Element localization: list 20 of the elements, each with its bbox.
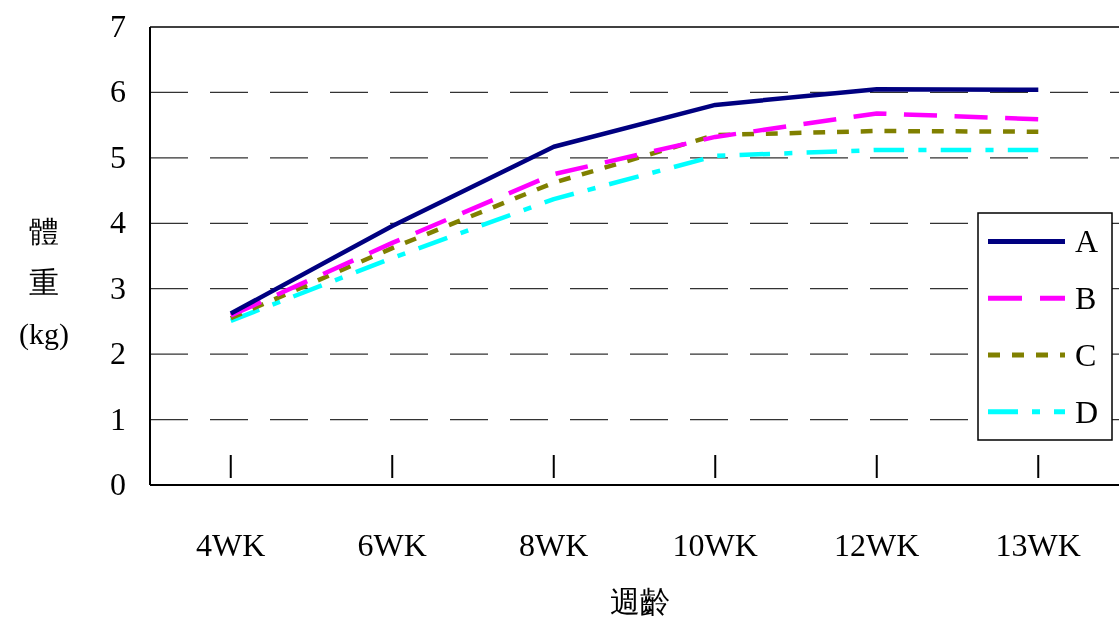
legend-label: D (1075, 393, 1099, 430)
y-tick-label: 1 (110, 400, 126, 437)
legend-label: A (1075, 223, 1099, 260)
x-tick-label: 4WK (196, 527, 266, 563)
y-tick-label: 3 (110, 269, 126, 306)
x-axis-title: 週齡 (610, 585, 670, 618)
x-tick-label: 10WK (672, 527, 758, 563)
legend-label: B (1075, 280, 1097, 317)
x-tick-label: 12WK (834, 527, 920, 563)
y-axis-title: 體重(kg) (19, 215, 69, 351)
y-tick-label: 5 (110, 138, 126, 175)
y-tick-label: 4 (110, 204, 126, 241)
x-tick-label: 8WK (519, 527, 589, 563)
y-tick-label: 7 (110, 8, 126, 44)
legend-label: C (1075, 336, 1097, 373)
y-tick-label: 0 (110, 466, 126, 502)
x-tick-label: 13WK (995, 527, 1081, 563)
y-tick-label: 6 (110, 73, 126, 110)
y-tick-label: 2 (110, 335, 126, 372)
x-tick-label: 6WK (357, 527, 427, 563)
